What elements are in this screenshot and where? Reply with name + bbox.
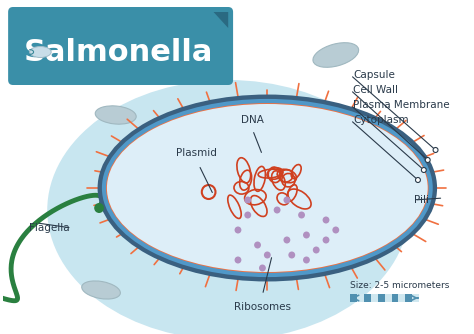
Text: Cytoplasm: Cytoplasm: [354, 115, 409, 125]
Circle shape: [244, 211, 251, 218]
Ellipse shape: [107, 104, 428, 272]
FancyBboxPatch shape: [8, 7, 233, 85]
Circle shape: [283, 196, 290, 203]
Circle shape: [323, 236, 329, 243]
Circle shape: [254, 241, 261, 248]
Circle shape: [332, 226, 339, 233]
Circle shape: [303, 257, 310, 264]
Circle shape: [244, 196, 251, 203]
Text: Ribosomes: Ribosomes: [234, 302, 291, 312]
Circle shape: [433, 148, 438, 153]
Circle shape: [303, 231, 310, 238]
Circle shape: [283, 236, 290, 243]
Text: Size: 2-5 micrometers: Size: 2-5 micrometers: [350, 281, 450, 290]
Bar: [350, 294, 357, 302]
Text: Salmonella: Salmonella: [24, 37, 213, 66]
Bar: [405, 294, 412, 302]
Circle shape: [264, 252, 271, 259]
Circle shape: [235, 226, 241, 233]
Bar: [392, 294, 398, 302]
Circle shape: [298, 211, 305, 218]
Bar: [378, 294, 385, 302]
Bar: [385, 294, 392, 302]
Ellipse shape: [95, 106, 136, 124]
Circle shape: [425, 158, 430, 163]
Bar: [357, 294, 364, 302]
Bar: [364, 294, 371, 302]
Bar: [398, 294, 405, 302]
Text: DNA: DNA: [241, 115, 264, 125]
Text: Pili: Pili: [414, 195, 429, 205]
Circle shape: [235, 257, 241, 264]
Text: Capsule: Capsule: [354, 70, 395, 80]
Circle shape: [323, 216, 329, 223]
Circle shape: [288, 252, 295, 259]
Bar: [412, 294, 419, 302]
Ellipse shape: [30, 46, 51, 57]
Bar: [371, 294, 378, 302]
Polygon shape: [213, 12, 228, 28]
Circle shape: [313, 246, 319, 254]
Text: Cell Wall: Cell Wall: [354, 85, 398, 95]
Circle shape: [273, 206, 281, 213]
Ellipse shape: [82, 281, 120, 299]
Circle shape: [259, 265, 266, 272]
Ellipse shape: [313, 43, 359, 67]
Text: Plasmid: Plasmid: [176, 148, 218, 158]
Ellipse shape: [47, 80, 409, 334]
Circle shape: [94, 203, 104, 213]
Ellipse shape: [99, 96, 436, 280]
Circle shape: [416, 177, 420, 182]
Text: Flagella: Flagella: [29, 223, 70, 233]
Circle shape: [421, 167, 426, 172]
Text: Plasma Membrane: Plasma Membrane: [354, 100, 450, 110]
